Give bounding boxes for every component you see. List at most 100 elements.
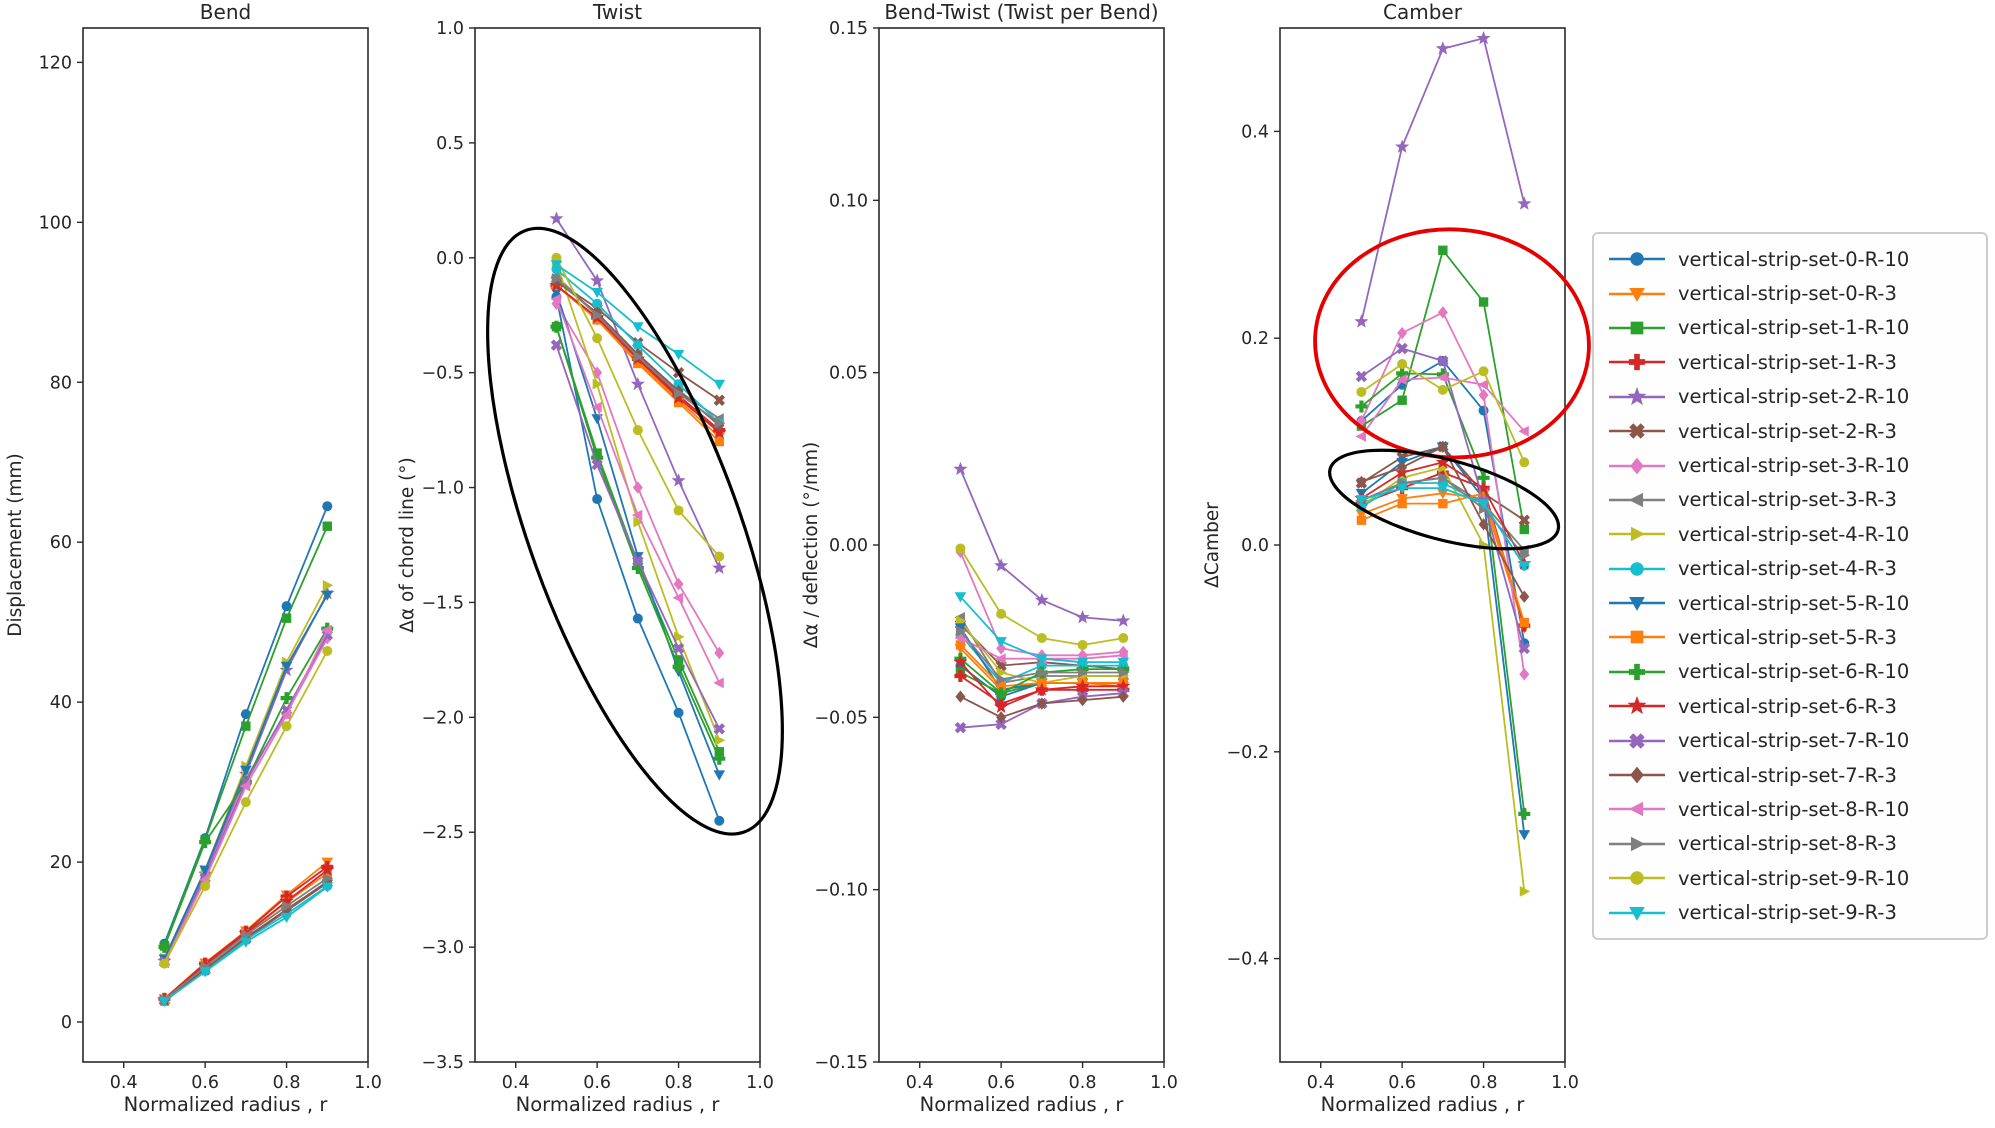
series-vertical-strip-set-8-R-3	[955, 625, 1130, 685]
x-tick-label: 0.4	[1307, 1073, 1335, 1093]
y-tick-label: 0.0	[436, 249, 464, 269]
triangle-right-marker-icon	[1609, 836, 1665, 852]
bend-xlabel: Normalized radius , r	[124, 1093, 329, 1116]
bend-y-axis: 0 20 40 60 80 100 120	[39, 53, 83, 1033]
plus-marker-icon	[1609, 663, 1665, 680]
triangle-left-marker-icon	[1609, 802, 1665, 817]
square-marker-icon	[1609, 631, 1665, 644]
legend-label: vertical-strip-set-7-R-10	[1678, 729, 1910, 753]
x-tick-label: 1.0	[1551, 1073, 1579, 1093]
circle-marker-icon	[1609, 871, 1665, 885]
legend-label: vertical-strip-set-9-R-3	[1678, 901, 1897, 925]
series-vertical-strip-set-9-R-3	[550, 260, 726, 390]
series-vertical-strip-set-6-R-10	[1355, 367, 1531, 820]
legend-item: vertical-strip-set-9-R-10	[1606, 865, 1980, 891]
y-tick-label: −0.5	[422, 364, 465, 384]
camber-plot: 0.4 0.2 0.0 −0.2 −0.4 0.4 0.6 0.8 1.0 Camber Norma…	[1202, 0, 1579, 1116]
series-vertical-strip-set-9-R-3	[158, 882, 334, 1008]
series-vertical-strip-set-6-R-3	[953, 654, 1131, 713]
twist-plot: 1.0 0.5 0.0 −0.5 −1.0 −1.5 −2.0 −2.5 −3.0 −3.5 0.4…	[397, 0, 774, 1116]
legend-label: vertical-strip-set-0-R-10	[1678, 247, 1910, 271]
y-tick-label: 20	[50, 853, 72, 873]
y-tick-label: 0.2	[1241, 329, 1269, 349]
legend-label: vertical-strip-set-1-R-3	[1678, 350, 1897, 374]
legend-item: vertical-strip-set-1-R-3	[1606, 349, 1980, 375]
series-vertical-strip-set-9-R-10	[1356, 359, 1530, 468]
legend-label: vertical-strip-set-2-R-10	[1678, 385, 1910, 409]
bend-axes-frame	[82, 27, 369, 1063]
plus-marker-icon	[1609, 354, 1665, 371]
legend-item: vertical-strip-set-4-R-3	[1606, 556, 1980, 582]
series-vertical-strip-set-9-R-3	[954, 592, 1130, 668]
x-marker-icon	[1609, 732, 1665, 749]
triangle-right-marker-icon	[1609, 527, 1665, 542]
twist-black-ellipse-annotation	[486, 226, 784, 836]
bend-twist-x-axis: 0.4 0.6 0.8 1.0	[906, 1062, 1178, 1093]
twist-ylabel: Δα of chord line (°)	[397, 457, 418, 633]
legend-label: vertical-strip-set-8-R-3	[1678, 832, 1897, 856]
series-vertical-strip-set-3-R-10	[955, 545, 1129, 662]
legend-item: vertical-strip-set-0-R-10	[1606, 246, 1980, 272]
bend-twist-xlabel: Normalized radius , r	[920, 1093, 1125, 1116]
circle-marker-icon	[1609, 561, 1665, 576]
series-vertical-strip-set-5-R-3	[1356, 488, 1529, 628]
legend-label: vertical-strip-set-2-R-3	[1678, 419, 1897, 443]
x-tick-label: 1.0	[746, 1073, 774, 1093]
y-tick-label: 0.10	[829, 191, 868, 211]
x-tick-label: 0.4	[906, 1073, 934, 1093]
legend-item: vertical-strip-set-2-R-10	[1606, 384, 1980, 410]
series-vertical-strip-set-9-R-10	[159, 645, 333, 969]
y-tick-label: −3.0	[422, 938, 465, 958]
bend-plot: 0 20 40 60 80 100 120 0.4 0.6 0.8 1.0 Bend Normalize…	[5, 0, 382, 1116]
triangle-left-marker-icon	[1609, 492, 1665, 508]
series-vertical-strip-set-9-R-3	[1355, 483, 1531, 572]
bend-x-axis: 0.4 0.6 0.8 1.0	[110, 1062, 382, 1093]
y-tick-label: 40	[50, 693, 72, 713]
bend-ylabel: Displacement (mm)	[5, 453, 26, 637]
y-tick-label: −2.0	[422, 708, 465, 728]
legend-item: vertical-strip-set-2-R-3	[1606, 418, 1980, 444]
series-vertical-strip-set-2-R-10	[549, 211, 727, 574]
legend-box: vertical-strip-set-0-R-10 vertical-strip-…	[1592, 232, 1988, 940]
legend-item: vertical-strip-set-0-R-3	[1606, 281, 1980, 307]
x-tick-label: 0.8	[273, 1073, 301, 1093]
y-tick-label: −3.5	[422, 1053, 465, 1073]
y-tick-label: 0.4	[1241, 122, 1269, 142]
legend-label: vertical-strip-set-0-R-3	[1678, 282, 1897, 306]
legend-item: vertical-strip-set-1-R-10	[1606, 315, 1980, 341]
y-tick-label: 1.0	[436, 19, 464, 39]
legend-label: vertical-strip-set-8-R-10	[1678, 797, 1910, 821]
y-tick-label: −2.5	[422, 823, 465, 843]
x-tick-label: 0.8	[1069, 1073, 1097, 1093]
y-tick-label: 0.00	[829, 536, 868, 556]
x-tick-label: 0.4	[502, 1073, 530, 1093]
legend-item: vertical-strip-set-5-R-10	[1606, 590, 1980, 616]
x-tick-label: 0.8	[665, 1073, 693, 1093]
series-vertical-strip-set-5-R-10	[550, 287, 726, 781]
y-tick-label: 0.05	[829, 364, 868, 384]
camber-ylabel: ΔCamber	[1202, 502, 1223, 588]
legend-label: vertical-strip-set-1-R-10	[1678, 316, 1910, 340]
legend-item: vertical-strip-set-3-R-3	[1606, 487, 1980, 513]
legend-item: vertical-strip-set-7-R-10	[1606, 728, 1980, 754]
camber-axes-frame	[1279, 27, 1566, 1063]
y-tick-label: 0.0	[1241, 536, 1269, 556]
series-vertical-strip-set-8-R-3	[551, 273, 726, 429]
legend-item: vertical-strip-set-8-R-10	[1606, 796, 1980, 822]
y-tick-label: 120	[39, 53, 72, 73]
star-marker-icon	[1609, 386, 1665, 405]
x-tick-label: 0.6	[1388, 1073, 1416, 1093]
series-vertical-strip-set-2-R-10	[1354, 30, 1532, 328]
y-tick-label: −1.5	[422, 593, 465, 613]
x-tick-label: 0.6	[987, 1073, 1015, 1093]
camber-red-ellipse-annotation	[1313, 227, 1591, 460]
legend-item: vertical-strip-set-8-R-3	[1606, 831, 1980, 857]
legend-item: vertical-strip-set-5-R-3	[1606, 624, 1980, 650]
series-vertical-strip-set-7-R-10	[1355, 342, 1531, 655]
camber-title: Camber	[1383, 0, 1463, 24]
legend-label: vertical-strip-set-4-R-10	[1678, 522, 1910, 546]
y-tick-label: −0.2	[1227, 743, 1270, 763]
camber-x-axis: 0.4 0.6 0.8 1.0	[1307, 1062, 1579, 1093]
series-vertical-strip-set-2-R-10	[953, 461, 1131, 627]
y-tick-label: −0.4	[1227, 950, 1270, 970]
